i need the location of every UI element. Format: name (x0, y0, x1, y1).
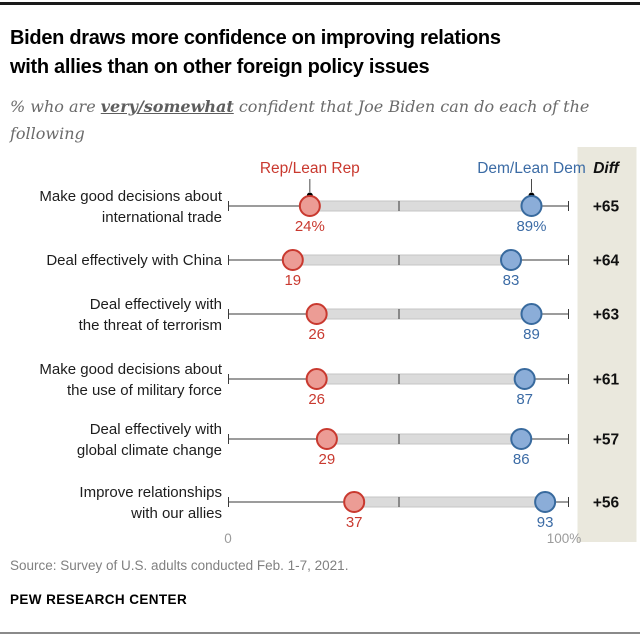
row-label-line2: the threat of terrorism (79, 317, 222, 334)
range-band (326, 433, 522, 445)
source-note: Source: Survey of U.S. adults conducted … (10, 558, 349, 573)
row-label-line2: with our allies (130, 505, 222, 522)
axis-max-label: 100% (547, 531, 582, 546)
subtitle-line-1: % who are very/somewhat confident that J… (10, 93, 620, 120)
diff-value: +63 (593, 307, 620, 324)
row-label: Deal effectively with China (46, 252, 222, 269)
axis-min-label: 0 (224, 531, 232, 546)
rep-value: 29 (319, 451, 336, 468)
subtitle-prefix: % who are (10, 97, 101, 116)
diff-value: +56 (593, 495, 620, 512)
range-band (316, 373, 526, 385)
dem-value: 86 (513, 451, 530, 468)
row-label-line1: Deal effectively with (90, 296, 222, 313)
row-label-line2: the use of military force (67, 382, 222, 399)
dem-dot (520, 303, 543, 325)
dem-dot (534, 491, 557, 513)
rep-dot (298, 195, 321, 217)
subtitle-line-2: following (10, 124, 85, 143)
rep-value: 19 (284, 272, 301, 289)
title-line-2: with allies than on other foreign policy… (10, 56, 430, 78)
dem-value: 83 (503, 272, 520, 289)
dem-dot (510, 428, 533, 450)
dumbbell-chart-svg: Diff Rep/Lean Rep Dem/Lean Dem 24% 89% +65 Mak… (39, 147, 637, 546)
dem-value: 87 (516, 391, 533, 408)
range-band (309, 200, 532, 212)
rep-dot (343, 491, 366, 513)
dem-value: 89% (516, 218, 546, 235)
row-label-line1: Improve relationships (79, 484, 222, 501)
rep-dot (305, 368, 328, 390)
row-label-line2: global climate change (77, 442, 222, 459)
rep-dot (305, 303, 328, 325)
diff-value: +61 (593, 372, 620, 389)
dem-value: 93 (537, 514, 554, 531)
row-label-line1: Make good decisions about (39, 188, 222, 205)
dem-dot (500, 249, 523, 271)
page-title: Biden draws more confidence on improving… (10, 24, 630, 82)
dem-dot (513, 368, 536, 390)
chart-subtitle: % who are very/somewhat confident that J… (10, 93, 620, 147)
dem-dot (520, 195, 543, 217)
diff-value: +64 (593, 253, 620, 270)
rep-dot (281, 249, 304, 271)
row-label-line1: Deal effectively with (90, 421, 222, 438)
legend-rep-label: Rep/Lean Rep (260, 160, 360, 177)
diff-value: +65 (593, 199, 620, 216)
rep-value: 24% (295, 218, 325, 235)
rep-value: 26 (308, 326, 325, 343)
range-band (316, 308, 532, 320)
diff-panel (577, 147, 637, 542)
subtitle-rest: confident that Joe Biden can do each of … (233, 97, 590, 116)
rep-dot (315, 428, 338, 450)
diff-value: +57 (593, 432, 619, 449)
row-label-line2: international trade (102, 209, 222, 226)
bottom-border-rule (0, 632, 640, 634)
legend-dem-label: Dem/Lean Dem (477, 160, 586, 177)
rep-value: 37 (346, 514, 363, 531)
dumbbell-chart: Diff Rep/Lean Rep Dem/Lean Dem 24% 89% +65 Mak… (0, 145, 640, 553)
rep-value: 26 (308, 391, 325, 408)
brand-label: PEW RESEARCH CENTER (10, 592, 188, 607)
diff-header: Diff (593, 160, 620, 177)
dem-value: 89 (523, 326, 540, 343)
subtitle-emphasis: very/somewhat (100, 97, 234, 116)
range-band (292, 254, 512, 266)
title-line-1: Biden draws more confidence on improving… (10, 27, 501, 49)
top-border-rule (0, 2, 640, 5)
range-band (353, 496, 546, 508)
row-label-line1: Make good decisions about (39, 361, 222, 378)
